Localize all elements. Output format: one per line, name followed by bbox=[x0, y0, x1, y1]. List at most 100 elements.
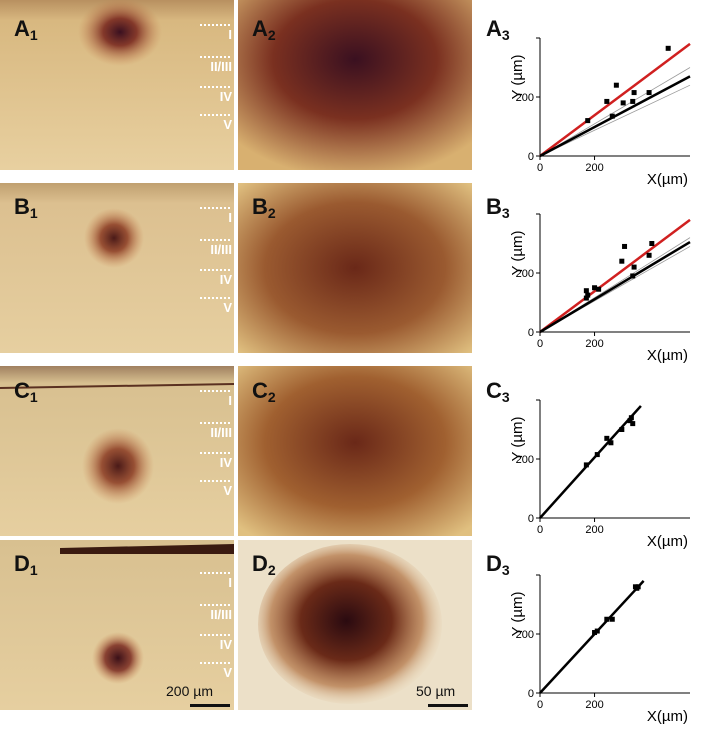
data-point-6 bbox=[622, 243, 628, 249]
data-point-2 bbox=[604, 435, 610, 441]
ci-line-1 bbox=[539, 84, 691, 157]
regression-line bbox=[539, 75, 691, 158]
layer-label-A-1: II/III bbox=[210, 59, 232, 74]
x-tick-label-1: 200 bbox=[585, 699, 603, 711]
data-point-3 bbox=[609, 616, 615, 622]
layer-boundary-C-3 bbox=[200, 480, 230, 482]
data-point-1 bbox=[583, 295, 589, 301]
x-tick-label-0: 0 bbox=[537, 338, 543, 350]
photo-A1 bbox=[0, 0, 234, 170]
data-point-4 bbox=[619, 427, 625, 432]
scalebar-200um bbox=[190, 704, 230, 707]
panel-label-B3: B3 bbox=[486, 194, 510, 221]
photo-C1 bbox=[0, 366, 234, 536]
y-tick-label-0: 0 bbox=[528, 688, 534, 700]
data-point-9 bbox=[646, 252, 652, 258]
data-point-5 bbox=[627, 418, 633, 424]
y-axis-label: Y (µm) bbox=[509, 591, 526, 636]
layer-boundary-A-0 bbox=[200, 24, 230, 26]
data-point-8 bbox=[631, 264, 637, 270]
plot-C3: 0 200 0 200 X(µm) Y (µm) bbox=[482, 390, 704, 550]
data-point-5 bbox=[619, 258, 625, 264]
layer-boundary-C-2 bbox=[200, 452, 230, 454]
scalebar-200um-label: 200 µm bbox=[166, 683, 213, 699]
layer-boundary-B-2 bbox=[200, 269, 230, 271]
data-point-6 bbox=[631, 90, 637, 96]
layer-label-A-3: V bbox=[223, 117, 232, 132]
data-point-8 bbox=[665, 45, 671, 51]
y-tick-label-1: 200 bbox=[516, 454, 534, 466]
x-tick-label-0: 0 bbox=[537, 162, 543, 174]
x-axis-label: X(µm) bbox=[647, 347, 688, 364]
panel-label-D2: D2 bbox=[252, 551, 276, 578]
y-tick-label-0: 0 bbox=[528, 151, 534, 163]
x-axis-label: X(µm) bbox=[647, 708, 688, 725]
y-tick-label-0: 0 bbox=[528, 513, 534, 525]
photo-B1 bbox=[0, 183, 234, 353]
layer-boundary-C-0 bbox=[200, 390, 230, 392]
layer-boundary-D-3 bbox=[200, 662, 230, 664]
panel-label-C2: C2 bbox=[252, 378, 276, 405]
x-tick-label-0: 0 bbox=[537, 524, 543, 536]
data-point-7 bbox=[630, 421, 636, 427]
panel-label-A2: A2 bbox=[252, 16, 276, 43]
photo-B2 bbox=[238, 183, 472, 353]
y-tick-label-1: 200 bbox=[516, 268, 534, 280]
x-tick-label-0: 0 bbox=[537, 699, 543, 711]
data-point-5 bbox=[630, 98, 636, 104]
layer-boundary-D-2 bbox=[200, 634, 230, 636]
y-axis-label: Y (µm) bbox=[509, 54, 526, 99]
y-tick-label-1: 200 bbox=[516, 629, 534, 641]
layer-label-B-3: V bbox=[223, 300, 232, 315]
photo-C2 bbox=[238, 366, 472, 536]
data-point-2 bbox=[604, 616, 610, 622]
data-point-3 bbox=[608, 440, 614, 446]
panel-label-C1: C1 bbox=[14, 378, 38, 405]
data-point-0 bbox=[583, 462, 589, 468]
x-axis-label: X(µm) bbox=[647, 171, 688, 188]
panel-label-D1: D1 bbox=[14, 551, 38, 578]
layer-boundary-A-2 bbox=[200, 86, 230, 88]
layer-boundary-B-1 bbox=[200, 239, 230, 241]
data-point-4 bbox=[620, 100, 626, 106]
data-point-7 bbox=[630, 273, 636, 279]
layer-label-D-2: IV bbox=[219, 637, 232, 652]
y-axis-label: Y (µm) bbox=[509, 416, 526, 461]
scatter-plot-A3: 0 200 0 200 X(µm) Y (µm) bbox=[509, 37, 691, 188]
x-tick-label-1: 200 bbox=[585, 162, 603, 174]
data-point-2 bbox=[585, 292, 591, 298]
layer-label-C-3: V bbox=[223, 483, 232, 498]
x-tick-label-1: 200 bbox=[585, 338, 603, 350]
panel-label-C3: C3 bbox=[486, 378, 510, 405]
regression-line bbox=[539, 580, 645, 694]
layer-boundary-D-1 bbox=[200, 604, 230, 606]
layer-boundary-C-1 bbox=[200, 422, 230, 424]
layer-boundary-A-1 bbox=[200, 56, 230, 58]
data-point-0 bbox=[592, 630, 598, 636]
layer-boundary-B-3 bbox=[200, 297, 230, 299]
scalebar-50um bbox=[428, 704, 468, 707]
data-point-3 bbox=[613, 82, 619, 88]
panel-label-B2: B2 bbox=[252, 194, 276, 221]
layer-boundary-A-3 bbox=[200, 114, 230, 116]
layer-label-C-1: II/III bbox=[210, 425, 232, 440]
data-point-1 bbox=[594, 452, 600, 458]
ci-line-0 bbox=[539, 67, 691, 157]
data-point-6 bbox=[628, 415, 634, 421]
layer-label-D-3: V bbox=[223, 665, 232, 680]
regression-line bbox=[539, 240, 691, 334]
data-point-1 bbox=[604, 98, 610, 104]
layer-label-D-0: I bbox=[228, 575, 232, 590]
panel-label-A1: A1 bbox=[14, 16, 38, 43]
y-axis-label: Y (µm) bbox=[509, 230, 526, 275]
layer-boundary-D-0 bbox=[200, 572, 230, 574]
x-tick-label-1: 200 bbox=[585, 524, 603, 536]
plot-A3: 0 200 0 200 X(µm) Y (µm) bbox=[482, 28, 704, 188]
photo-A2 bbox=[238, 0, 472, 170]
layer-label-A-2: IV bbox=[219, 89, 232, 104]
data-point-0 bbox=[585, 118, 591, 124]
layer-label-B-0: I bbox=[228, 210, 232, 225]
reference-line-red bbox=[539, 218, 691, 334]
y-tick-label-1: 200 bbox=[516, 92, 534, 104]
layer-label-C-2: IV bbox=[219, 455, 232, 470]
